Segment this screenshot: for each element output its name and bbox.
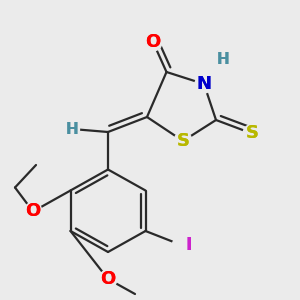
Circle shape — [64, 122, 80, 136]
Circle shape — [216, 52, 231, 68]
Circle shape — [174, 132, 192, 150]
Text: H: H — [217, 52, 230, 68]
Text: O: O — [146, 33, 160, 51]
Circle shape — [24, 202, 42, 220]
Circle shape — [195, 75, 213, 93]
Text: H: H — [217, 52, 230, 68]
Text: O: O — [100, 270, 116, 288]
Text: O: O — [146, 33, 160, 51]
Text: S: S — [245, 124, 259, 142]
Text: N: N — [196, 75, 211, 93]
Circle shape — [99, 270, 117, 288]
Text: I: I — [186, 236, 192, 253]
Text: I: I — [186, 236, 192, 253]
Text: H: H — [66, 122, 78, 136]
Text: O: O — [26, 202, 40, 220]
Text: O: O — [26, 202, 40, 220]
Text: N: N — [196, 75, 211, 93]
Circle shape — [144, 33, 162, 51]
Text: S: S — [176, 132, 190, 150]
Circle shape — [172, 237, 188, 252]
Text: O: O — [100, 270, 116, 288]
Circle shape — [243, 124, 261, 142]
Text: S: S — [176, 132, 190, 150]
Text: S: S — [245, 124, 259, 142]
Text: H: H — [66, 122, 78, 136]
